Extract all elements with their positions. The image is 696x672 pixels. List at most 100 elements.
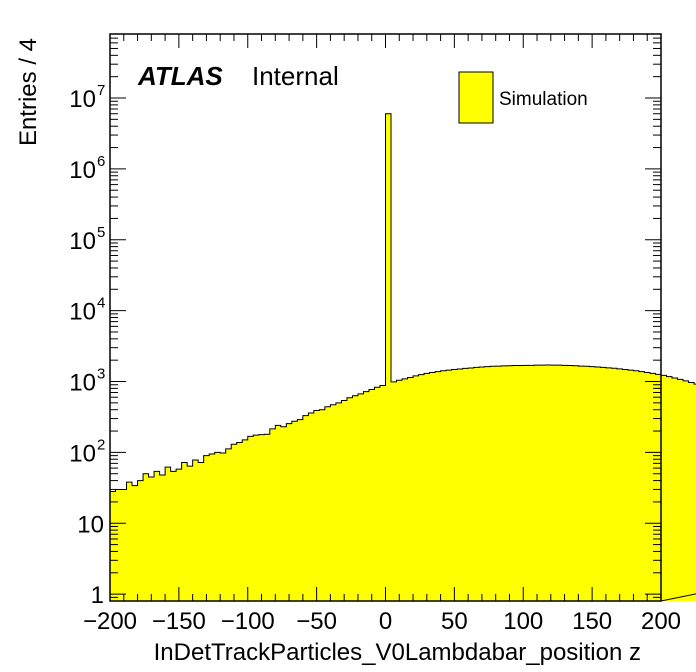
histogram-bar: [302, 415, 309, 601]
y-tick-label: 10: [69, 299, 96, 326]
x-tick-label: −200: [83, 608, 137, 635]
histogram-bar: [324, 406, 331, 601]
y-tick-exponent: 4: [97, 295, 105, 312]
y-tick-label: 10: [69, 370, 96, 397]
histogram-bar: [363, 391, 370, 601]
histogram-bar: [258, 434, 265, 601]
histogram-bar: [121, 489, 127, 601]
histogram-bar: [457, 369, 464, 601]
histogram-bar: [655, 374, 662, 601]
histogram-bar: [110, 491, 116, 601]
x-tick-label: −100: [221, 608, 275, 635]
histogram-bar: [198, 462, 205, 601]
histogram-bar: [346, 397, 353, 601]
y-tick-exponent: 3: [97, 366, 105, 383]
histogram-bar: [556, 365, 563, 601]
histogram-bar: [583, 366, 590, 601]
x-tick-label: 150: [572, 608, 612, 635]
histogram-bar: [126, 482, 133, 601]
histogram-bar: [187, 466, 194, 601]
histogram-bar: [225, 448, 232, 601]
legend-label: Simulation: [499, 89, 588, 110]
histogram-bar: [683, 380, 689, 601]
histogram-bar: [154, 471, 160, 601]
histogram-bar: [275, 425, 282, 601]
histogram-bar: [220, 453, 227, 601]
histogram-bar: [649, 373, 656, 601]
y-tick-label: 10: [69, 157, 96, 184]
histogram-bar: [539, 365, 546, 601]
histogram-bar: [594, 367, 601, 601]
histogram-bar: [424, 373, 430, 601]
histogram-bar: [435, 371, 441, 601]
histogram-bar: [308, 412, 315, 601]
y-axis-label: Entries / 4: [15, 38, 42, 146]
histogram-bar: [528, 365, 535, 601]
histogram-bar: [319, 409, 326, 601]
histogram-bar: [429, 372, 436, 601]
histogram-bar: [247, 436, 254, 601]
histogram-bar: [418, 374, 425, 601]
histogram-bar: [137, 480, 144, 601]
histogram-bar: [159, 474, 166, 601]
histogram-bar: [280, 426, 287, 601]
histogram-bar: [468, 368, 475, 601]
histogram-bar: [341, 400, 348, 601]
histogram-bar: [534, 365, 541, 601]
histogram-bar: [605, 367, 612, 601]
histogram-bar: [600, 367, 607, 601]
histogram-bar: [661, 375, 667, 601]
histogram-bar: [132, 485, 138, 601]
histogram-bar: [148, 476, 155, 601]
histogram-bar: [413, 375, 419, 601]
histogram-bar: [242, 439, 249, 601]
histogram-bar: [231, 444, 238, 601]
histogram-bar: [391, 381, 397, 601]
histogram-bar: [407, 377, 414, 601]
histogram-bar: [264, 434, 271, 601]
histogram-bar: [512, 365, 519, 601]
histogram-bar: [352, 395, 359, 601]
histogram-bar: [297, 419, 304, 601]
histogram-bar: [550, 365, 557, 601]
y-tick-exponent: 6: [97, 153, 105, 170]
status-label: Internal: [252, 61, 339, 91]
histogram-bar: [440, 370, 447, 601]
histogram-bar: [644, 372, 651, 601]
histogram-bar: [484, 366, 491, 601]
x-tick-label: 200: [641, 608, 681, 635]
histogram-bar: [115, 489, 122, 601]
axis-ticks: [109, 33, 662, 602]
histogram-bar: [589, 366, 596, 601]
histogram-bars: [109, 113, 696, 602]
histogram-bar: [170, 471, 177, 601]
histogram-bar: [462, 368, 469, 601]
histogram-bar: [506, 365, 513, 601]
histogram-bar: [181, 462, 188, 601]
histogram-bar: [633, 370, 640, 601]
histogram-bar: [638, 371, 645, 601]
histogram-bar: [622, 369, 629, 601]
histogram-bar: [368, 389, 375, 601]
histogram-bar: [203, 455, 210, 601]
histogram-bar: [567, 365, 574, 601]
histogram-bar: [523, 365, 530, 601]
histogram-bar: [501, 365, 508, 601]
histogram-bar: [694, 384, 696, 601]
histogram-bar: [490, 366, 497, 601]
histogram-bar: [335, 402, 342, 601]
histogram-bar: [517, 365, 524, 601]
y-tick-label: 10: [69, 440, 96, 467]
x-tick-label: 100: [503, 608, 543, 635]
histogram-bar: [561, 365, 568, 601]
histogram-bar: [214, 452, 221, 601]
histogram-bar: [572, 365, 579, 601]
histogram-bar: [672, 378, 678, 601]
y-tick-exponent: 7: [97, 82, 105, 99]
histogram-bar: [379, 385, 386, 601]
histogram-bar: [330, 404, 337, 601]
histogram-bar: [627, 370, 634, 601]
histogram-bar: [666, 376, 673, 601]
histogram-bar: [446, 370, 453, 601]
